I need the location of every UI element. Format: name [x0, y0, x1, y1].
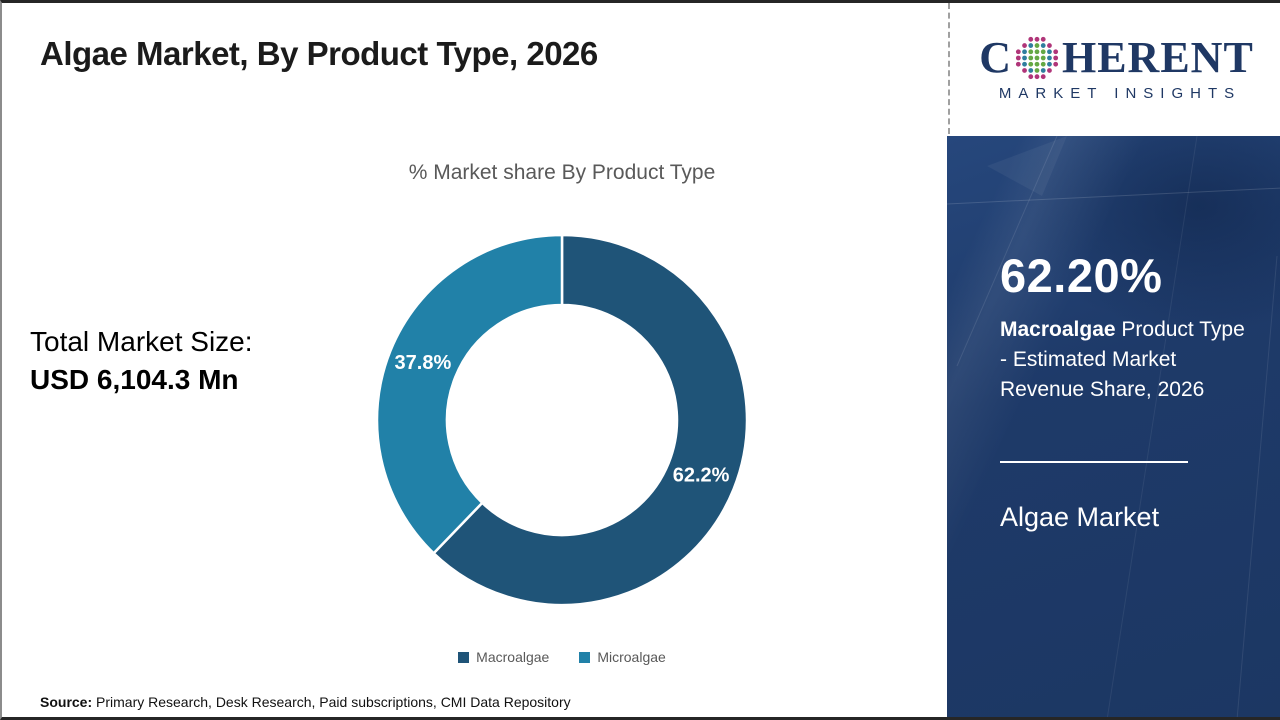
- legend-swatch-macroalgae: [458, 651, 470, 663]
- total-market-size-label: Total Market Size:: [30, 326, 253, 357]
- legend-item-microalgae: Microalgae: [579, 649, 666, 665]
- total-market-size-value: USD 6,104.3 Mn: [30, 364, 239, 395]
- total-market-size: Total Market Size: USD 6,104.3 Mn: [30, 326, 253, 396]
- stat-description-rest: Product Type - Estimated Market Revenue …: [1000, 318, 1245, 401]
- source-line: Source: Primary Research, Desk Research,…: [40, 694, 571, 710]
- stat-description: Macroalgae Product Type - Estimated Mark…: [1000, 315, 1255, 404]
- panel-divider: [1000, 461, 1188, 463]
- legend-swatch-microalgae: [579, 651, 591, 663]
- donut-segment-microalgae: [375, 233, 564, 556]
- panel-map-texture: [947, 136, 1280, 717]
- legend-label-macroalgae: Macroalgae: [476, 649, 550, 665]
- donut-segment-macroalgae: [431, 233, 749, 607]
- highlight-panel: 62.20% Macroalgae Product Type - Estimat…: [947, 136, 1280, 717]
- logo-text-c: C: [979, 33, 1012, 82]
- panel-title: Algae Market: [1000, 502, 1160, 532]
- source-label: Source:: [40, 694, 93, 710]
- logo-dotted-o-icon: [1015, 36, 1059, 80]
- logo-wordmark: C: [979, 35, 1254, 81]
- donut-label-microalgae: 37.8%: [395, 352, 452, 374]
- donut-chart: 62.2% 37.8%: [375, 233, 749, 607]
- logo-text-herent: HERENT: [1061, 33, 1254, 82]
- page-title: Algae Market, By Product Type, 2026: [40, 35, 598, 72]
- legend-label-microalgae: Microalgae: [597, 649, 666, 665]
- brand-logo: C: [951, 3, 1280, 134]
- stat-value: 62.20%: [1000, 249, 1163, 302]
- chart-legend: Macroalgae Microalgae: [362, 649, 762, 665]
- stat-description-bold: Macroalgae: [1000, 318, 1116, 341]
- donut-label-macroalgae: 62.2%: [673, 464, 730, 486]
- dashed-divider: [948, 3, 950, 134]
- source-text: Primary Research, Desk Research, Paid su…: [92, 694, 571, 710]
- logo-subtitle: MARKET INSIGHTS: [998, 85, 1242, 102]
- chart-title: % Market share By Product Type: [408, 161, 716, 184]
- legend-item-macroalgae: Macroalgae: [458, 649, 549, 665]
